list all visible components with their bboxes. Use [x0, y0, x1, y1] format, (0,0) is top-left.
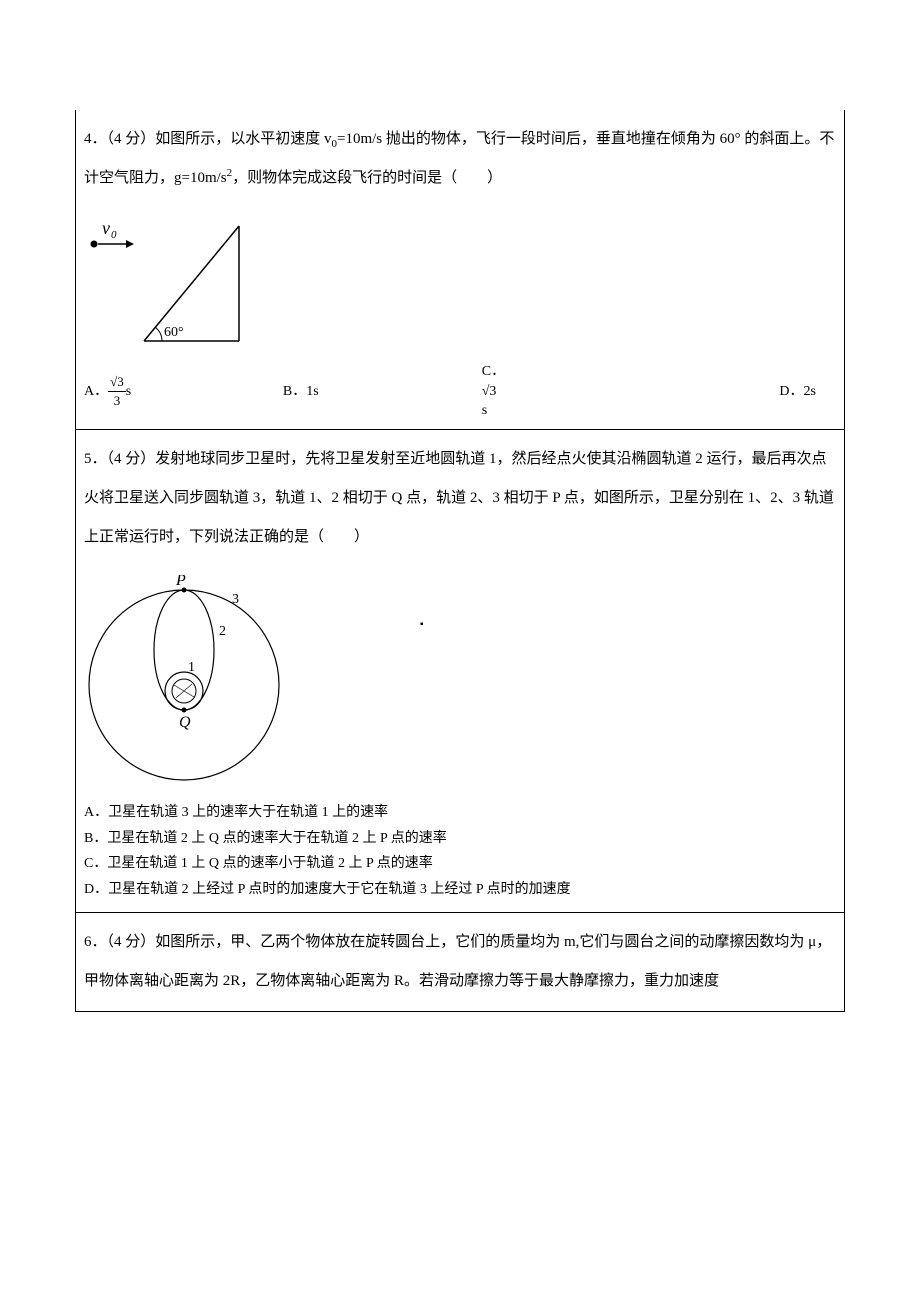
q4-triangle-diagram: v 0 60° — [84, 216, 244, 346]
q4-v0-label: v — [102, 218, 110, 238]
q5-option-d: D．卫星在轨道 2 上经过 P 点时的加速度大于它在轨道 3 上经过 P 点时的… — [84, 878, 836, 902]
q5-label-q: Q — [179, 714, 191, 731]
q6-text: 6．（4 分）如图所示，甲、乙两个物体放在旋转圆台上，它们的质量均为 m,它们与… — [84, 934, 831, 989]
q4-hypotenuse — [144, 226, 239, 341]
q4-a-label: A． — [84, 384, 108, 399]
q4-projectile-dot — [91, 241, 98, 248]
q5-orbit-diagram: P Q 1 2 3 — [84, 575, 314, 785]
question-6-stem: 6．（4 分）如图所示，甲、乙两个物体放在旋转圆台上，它们的质量均为 m,它们与… — [76, 913, 844, 1011]
q4-option-a: A．√33s — [84, 373, 283, 410]
q4-arrow-head — [126, 240, 134, 248]
q4-a-den: 3 — [108, 392, 126, 410]
q4-text-mid2: ，则物体完成这段飞行的时间是（ ） — [232, 170, 502, 186]
q5-option-a: A．卫星在轨道 3 上的速率大于在轨道 1 上的速率 — [84, 801, 836, 825]
q5-orbit-2 — [154, 590, 214, 710]
q5-text: 5．（4 分）发射地球同步卫星时，先将卫星发射至近地圆轨道 1，然后经点火使其沿… — [84, 451, 834, 545]
q4-a-num: √3 — [108, 373, 126, 392]
q4-a-suffix: s — [126, 384, 131, 399]
q5-center-marker: ▪ — [420, 617, 424, 632]
q5-label-3: 3 — [232, 592, 239, 607]
q4-c-suffix: s — [482, 401, 617, 421]
q4-d-text: D．2s — [779, 384, 816, 399]
question-4-stem: 4．（4 分）如图所示，以水平初速度 v0=10m/s 抛出的物体，飞行一段时间… — [76, 110, 844, 208]
q5-orbit-3 — [89, 590, 279, 780]
q5-figure: P Q 1 2 3 ▪ — [76, 567, 844, 793]
q5-options: A．卫星在轨道 3 上的速率大于在轨道 1 上的速率 B．卫星在轨道 2 上 Q… — [76, 793, 844, 912]
q5-option-b: B．卫星在轨道 2 上 Q 点的速率大于在轨道 2 上 P 点的速率 — [84, 827, 836, 851]
q4-b-text: B．1s — [283, 384, 319, 399]
q4-option-c: C． √3 s — [482, 362, 617, 421]
q5-label-2: 2 — [219, 624, 226, 639]
q5-point-q — [182, 707, 187, 712]
q4-angle-label: 60° — [164, 325, 184, 340]
q4-options-row: A．√33s B．1s C． √3 s D．2s — [76, 354, 844, 429]
q4-text-pre: 4．（4 分）如图所示，以水平初速度 v — [84, 131, 332, 147]
q4-angle-arc — [155, 327, 162, 341]
q4-option-b: B．1s — [283, 382, 482, 402]
q4-a-fraction: √33 — [108, 373, 126, 410]
q5-label-p: P — [175, 575, 186, 589]
q5-label-1: 1 — [188, 660, 195, 675]
q4-c-pre: C． — [482, 362, 617, 382]
q5-option-c: C．卫星在轨道 1 上 Q 点的速率小于轨道 2 上 P 点的速率 — [84, 852, 836, 876]
q4-c-val: √3 — [482, 382, 617, 402]
question-6-block: 6．（4 分）如图所示，甲、乙两个物体放在旋转圆台上，它们的质量均为 m,它们与… — [75, 913, 845, 1012]
q5-earth-line2 — [176, 684, 192, 698]
q4-option-d: D．2s — [617, 382, 836, 402]
q4-figure: v 0 60° — [76, 208, 844, 354]
question-4-block: 4．（4 分）如图所示，以水平初速度 v0=10m/s 抛出的物体，飞行一段时间… — [75, 110, 845, 430]
question-5-block: 5．（4 分）发射地球同步卫星时，先将卫星发射至近地圆轨道 1，然后经点火使其沿… — [75, 430, 845, 913]
question-5-stem: 5．（4 分）发射地球同步卫星时，先将卫星发射至近地圆轨道 1，然后经点火使其沿… — [76, 430, 844, 567]
q4-v0-sub: 0 — [111, 229, 117, 241]
